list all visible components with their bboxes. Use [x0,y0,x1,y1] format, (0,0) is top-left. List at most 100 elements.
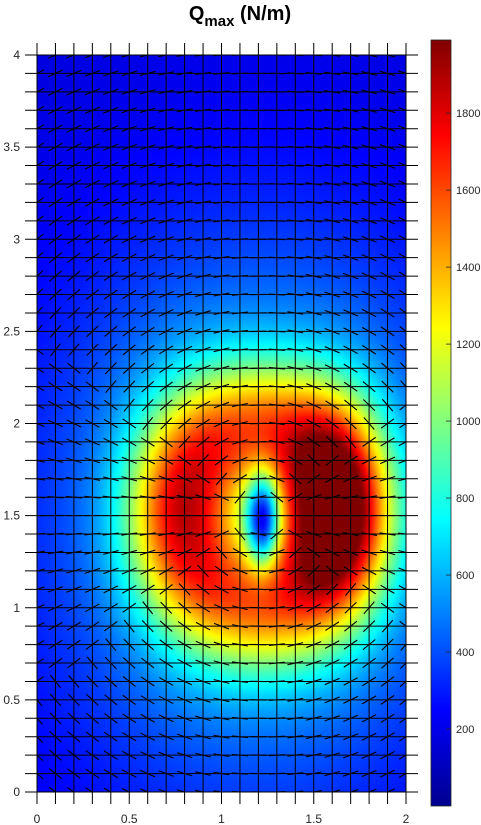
quiver-arrow [380,271,395,281]
quiver-arrow [47,457,64,463]
quiver-arrow [66,457,82,464]
quiver-arrow [121,253,137,262]
quiver-arrow [66,639,81,650]
quiver-arrow [270,528,284,540]
quiver-arrow [84,88,100,96]
quiver-arrow [324,273,341,279]
quiver-arrow [104,325,118,337]
quiver-arrow [250,625,267,627]
quiver-arrow [195,145,212,149]
quiver-arrow [325,418,339,429]
quiver-arrow [324,474,340,483]
quiver-arrow [213,255,230,260]
quiver-arrow [195,328,211,335]
quiver-arrow [305,328,322,335]
quiver-arrow [362,399,376,412]
quiver-arrow [66,88,82,96]
quiver-arrow [37,87,45,93]
quiver-arrow [306,530,322,538]
quiver-arrow [287,109,304,112]
quiver-arrow [37,422,45,428]
quiver-arrow [324,715,340,722]
quiver-arrow [140,290,156,299]
quiver-arrow [344,417,357,430]
quiver-arrow [141,657,155,669]
quiver-arrow [141,398,154,412]
quiver-arrow [361,89,377,95]
quiver-arrow [213,237,230,241]
quiver-arrow [306,641,322,649]
quiver-arrow [195,789,206,792]
quiver-arrow [140,732,156,741]
quiver-arrow [48,179,63,189]
quiver-arrow [288,455,303,465]
quiver-arrow [47,550,64,555]
quiver-arrow [195,90,212,94]
quiver-arrow [268,201,285,204]
quiver-arrow [381,638,394,651]
quiver-arrow [268,55,285,56]
quiver-arrow [158,254,174,261]
quiver-arrow [287,347,304,352]
quiver-arrow [361,495,378,500]
quiver-arrow [231,384,248,389]
quiver-arrow [86,675,99,688]
quiver-arrow [139,180,156,188]
quiver-arrow [324,733,340,740]
quiver-arrow [122,362,136,374]
quiver-arrow [287,201,304,204]
quiver-arrow [122,308,137,318]
quiver-arrow [158,236,174,243]
quiver-arrow [121,70,138,77]
quiver-arrow [268,385,285,389]
quiver-arrow [195,273,211,279]
quiver-arrow [324,163,341,168]
quiver-arrow [287,274,304,278]
quiver-arrow [47,586,64,593]
quiver-arrow [342,108,359,113]
quiver-arrow [380,326,395,337]
quiver-arrow [84,476,101,482]
x-axis: 0 0.5 1 1.5 2 [34,812,410,825]
quiver-arrow [49,288,62,301]
quiver-arrow [66,69,82,78]
quiver-arrow [380,235,396,244]
quiver-arrow [66,787,75,792]
quiver-arrow [176,770,193,777]
quiver-arrow [141,362,155,374]
quiver-arrow [37,735,44,743]
quiver-arrow [268,605,285,610]
quiver-arrow [195,255,211,260]
quiver-arrow [250,531,267,537]
quiver-arrow [84,457,101,464]
quiver-arrow [398,754,406,760]
quiver-arrow [287,642,304,648]
quiver-arrow [306,547,321,558]
quiver-arrow [379,475,396,482]
quiver-arrow [213,401,230,409]
quiver-arrow [86,343,99,356]
quiver-arrow [306,401,322,409]
quiver-arrow [324,346,340,354]
colorbar-scale [430,39,452,807]
quiver-arrow [176,752,193,759]
quiver-arrow [287,604,304,611]
quiver-arrow [379,89,396,95]
quiver-arrow [85,787,94,792]
quiver-arrow [362,381,376,393]
quiver-arrow [287,311,304,315]
quiver-arrow [121,217,137,225]
quiver-arrow [213,365,230,371]
quiver-arrow [231,238,248,241]
quiver-arrow [232,586,248,593]
quiver-arrow [361,308,377,318]
quiver-arrow [342,126,359,132]
quiver-arrow [121,769,137,778]
quiver-arrow [287,219,304,223]
quiver-arrow [287,182,304,186]
quiver-arrow [287,772,304,776]
colorbar-ticks: 200 400 600 800 1000 1200 1400 1600 1800 [446,108,480,736]
quiver-arrow [47,69,63,78]
quiver-arrow [103,731,118,742]
quiver-arrow [142,416,154,431]
